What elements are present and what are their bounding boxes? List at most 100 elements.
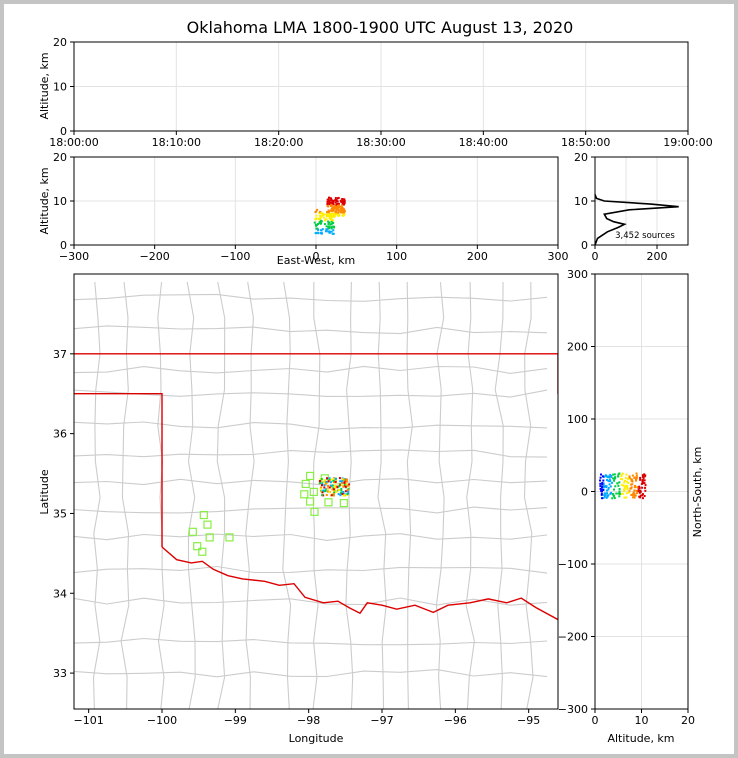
county-line	[282, 281, 292, 709]
plan-view-source	[334, 480, 337, 483]
lma-sensor-station	[301, 479, 310, 489]
ew-altitude-source	[313, 221, 316, 224]
ew-altitude-source	[334, 211, 337, 214]
county-line	[74, 669, 548, 678]
ns-altitude-source	[602, 482, 605, 485]
ew-altitude-source	[327, 209, 330, 212]
ew-altitude-source	[323, 213, 326, 216]
ew-altitude-source	[325, 218, 328, 221]
plan-view-source	[329, 484, 332, 487]
ew-altitude-source	[335, 203, 338, 206]
ew-altitude-source	[330, 226, 333, 229]
ns-altitude-source	[599, 487, 602, 490]
time-tick-label: 19:00:00	[663, 136, 712, 149]
ns-altitude-source	[624, 476, 627, 479]
ns-altitude-source	[609, 473, 612, 476]
ew-altitude-source	[335, 207, 338, 210]
plan-view-source	[332, 479, 335, 482]
plan-view-source	[319, 478, 322, 481]
ew-altitude-source	[314, 211, 317, 214]
ns-altitude-source	[635, 472, 638, 475]
ew-altitude-source	[324, 219, 327, 222]
ew-altitude-source	[338, 206, 341, 209]
lma-sensor-station	[300, 490, 309, 499]
altitude-north-south-panel: 0 10 20 −300 −200 −100 0 100 200 300 Altitude, km…	[558, 268, 704, 745]
ns-altitude-source	[623, 485, 626, 488]
ew-altitude-source	[342, 203, 345, 206]
ew-altitude-source	[315, 227, 318, 230]
plan-view-source	[332, 477, 335, 480]
plan-view-source	[342, 485, 345, 488]
ns-altitude-source	[608, 476, 611, 479]
ns-altitude-source	[623, 479, 626, 482]
county-line	[74, 421, 548, 430]
ns-altitude-source	[614, 485, 617, 488]
plan-view-source	[325, 480, 328, 483]
county-line	[120, 281, 130, 709]
ew-tick-label: −100	[220, 250, 250, 263]
plan-view-source	[340, 480, 343, 483]
ns-altitude-source	[644, 484, 647, 487]
ew-altitude-source	[325, 215, 328, 218]
plan-view-source	[326, 482, 329, 485]
ns-altitude-source	[607, 494, 610, 497]
ew-altitude-source	[337, 204, 340, 207]
ew-altitude-source	[341, 199, 344, 202]
ew-altitude-source	[335, 210, 338, 213]
plan-view-source	[319, 482, 322, 485]
ns-altitude-source	[641, 486, 644, 489]
plan-view-source	[324, 490, 327, 493]
ns-altitude-source	[605, 489, 608, 492]
ns-altitude-source	[642, 476, 645, 479]
plan-view-source	[344, 480, 347, 483]
ew-altitude-source	[315, 217, 318, 220]
plan-view-source	[336, 486, 339, 489]
ns-altitude-source	[623, 488, 626, 491]
ew-altitude-source	[332, 219, 335, 222]
ew-altitude-source	[342, 212, 345, 215]
ew-altitude-source	[319, 210, 322, 213]
ew-altitude-source	[327, 199, 330, 202]
ew-altitude-source	[341, 214, 344, 217]
plan-view-source	[341, 478, 344, 481]
ew-altitude-source	[321, 213, 324, 216]
ns-altitude-source	[624, 487, 627, 490]
ew-altitude-source	[343, 200, 346, 203]
ns-altitude-source	[628, 475, 631, 478]
county-line	[74, 597, 548, 606]
time-alt-tick-label: 10	[53, 81, 67, 94]
ew-altitude-source	[337, 211, 340, 214]
ns-altitude-source	[618, 495, 621, 498]
ew-altitude-source	[328, 214, 331, 217]
ns-altitude-source	[612, 473, 615, 476]
plan-view-source	[320, 486, 323, 489]
ew-altitude-source	[326, 202, 329, 205]
plan-view-source	[343, 483, 346, 486]
ns-altitude-source	[631, 474, 634, 477]
ns-altitude-source	[627, 481, 630, 484]
plan-view-source	[346, 492, 349, 495]
lma-sensor-station	[193, 542, 202, 551]
ns-altitude-source	[600, 497, 603, 500]
ns-altitude-source	[637, 488, 640, 491]
ew-altitude-source	[334, 204, 337, 207]
plan-view-source	[340, 484, 343, 487]
ew-altitude-source	[329, 204, 332, 207]
ew-altitude-source	[333, 214, 336, 217]
ns-altitude-source	[631, 483, 634, 486]
ew-altitude-source	[318, 218, 321, 221]
ns-altitude-source	[641, 497, 644, 500]
ew-altitude-source	[341, 210, 344, 213]
ew-alt-tick-label: 0	[60, 239, 67, 252]
plan-view-source	[338, 485, 341, 488]
county-line	[74, 449, 548, 458]
time-altitude-panel: 18:00:00 18:10:00 18:20:00 18:30:00 18:40:00…	[38, 36, 713, 149]
ew-altitude-source	[340, 205, 343, 208]
ns-altitude-source	[599, 479, 602, 482]
ns-altitude-source	[603, 486, 606, 489]
ew-altitude-source	[326, 198, 329, 201]
ew-alt-tick-label: 10	[53, 195, 67, 208]
ns-altitude-source	[644, 486, 647, 489]
ns-altitude-source	[618, 488, 621, 491]
ns-altitude-source	[639, 494, 642, 497]
